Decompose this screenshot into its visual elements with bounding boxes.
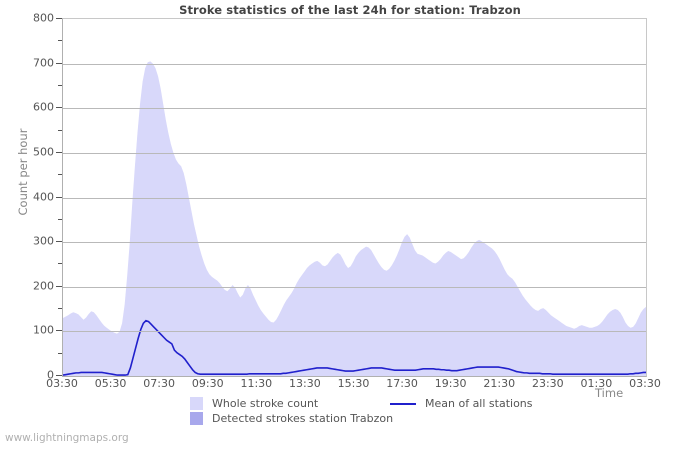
x-tick-label: 03:30 bbox=[46, 377, 78, 390]
legend-swatch-icon bbox=[190, 397, 203, 410]
y-axis-label: Count per hour bbox=[16, 128, 30, 216]
gridline bbox=[63, 108, 646, 109]
y-tick-label: 400 bbox=[33, 190, 54, 203]
y-tick-label: 100 bbox=[33, 323, 54, 337]
x-tick-label: 23:30 bbox=[531, 377, 564, 390]
gridline bbox=[63, 331, 646, 332]
y-tick-major bbox=[56, 197, 63, 198]
x-tick-label: 11:30 bbox=[240, 377, 273, 390]
legend-row-2: Detected strokes station Trabzon bbox=[190, 411, 610, 426]
y-tick-minor bbox=[58, 353, 63, 354]
y-tick-minor bbox=[58, 308, 63, 309]
y-tick-label: 800 bbox=[33, 11, 54, 25]
x-tick-label: 01:30 bbox=[580, 377, 613, 390]
y-tick-label: 0 bbox=[47, 368, 54, 382]
chart-title: Stroke statistics of the last 24h for st… bbox=[179, 3, 521, 17]
y-tick-major bbox=[56, 107, 63, 108]
y-tick-minor bbox=[58, 85, 63, 86]
plot-inner bbox=[63, 19, 646, 376]
y-tick-minor bbox=[58, 263, 63, 264]
legend-item-whole-stroke-count: Whole stroke count bbox=[190, 397, 390, 410]
x-axis-label: Time bbox=[595, 386, 624, 400]
legend-row-1: Whole stroke count Mean of all stations bbox=[190, 396, 610, 411]
watermark: www.lightningmaps.org bbox=[5, 432, 129, 444]
chart-legend: Whole stroke count Mean of all stations … bbox=[190, 396, 610, 426]
y-tick-major bbox=[56, 63, 63, 64]
y-tick-major bbox=[56, 18, 63, 19]
x-tick-label: 15:30 bbox=[337, 377, 370, 390]
y-tick-major bbox=[56, 375, 63, 376]
x-tick-label: 09:30 bbox=[191, 377, 224, 390]
gridline bbox=[63, 64, 646, 65]
x-tick-label: 03:30 bbox=[629, 377, 661, 390]
y-tick-major bbox=[56, 286, 63, 287]
y-tick-minor bbox=[58, 219, 63, 220]
series-line-2 bbox=[63, 321, 646, 375]
x-tick-label: 21:30 bbox=[483, 377, 516, 390]
y-tick-label: 600 bbox=[33, 100, 54, 114]
gridline bbox=[63, 287, 646, 288]
y-tick-minor bbox=[58, 130, 63, 131]
gridline bbox=[63, 198, 646, 199]
y-tick-label: 300 bbox=[33, 234, 54, 248]
gridline bbox=[63, 153, 646, 154]
y-tick-label: 700 bbox=[33, 56, 54, 70]
legend-swatch-icon bbox=[190, 412, 203, 425]
x-tick-label: 05:30 bbox=[94, 377, 127, 390]
x-tick-label: 07:30 bbox=[143, 377, 176, 390]
y-tick-major bbox=[56, 152, 63, 153]
x-tick-label: 13:30 bbox=[289, 377, 321, 390]
x-tick-label: 19:30 bbox=[434, 377, 467, 390]
plot-area bbox=[62, 18, 647, 377]
y-tick-minor bbox=[58, 174, 63, 175]
legend-label: Detected strokes station Trabzon bbox=[212, 412, 394, 425]
y-tick-major bbox=[56, 241, 63, 242]
y-tick-minor bbox=[58, 40, 63, 41]
y-tick-label: 500 bbox=[33, 145, 54, 159]
gridline bbox=[63, 242, 646, 243]
series-area-0 bbox=[63, 61, 646, 376]
legend-item-mean-of-all-stations: Mean of all stations bbox=[390, 397, 533, 410]
legend-label: Mean of all stations bbox=[425, 397, 533, 410]
legend-label: Whole stroke count bbox=[212, 397, 319, 410]
legend-item-detected-strokes-station: Detected strokes station Trabzon bbox=[190, 412, 394, 425]
legend-line-icon bbox=[390, 402, 416, 405]
plot-svg bbox=[63, 61, 646, 376]
y-tick-major bbox=[56, 330, 63, 331]
y-tick-label: 200 bbox=[33, 279, 54, 293]
x-tick-label: 17:30 bbox=[386, 377, 418, 390]
